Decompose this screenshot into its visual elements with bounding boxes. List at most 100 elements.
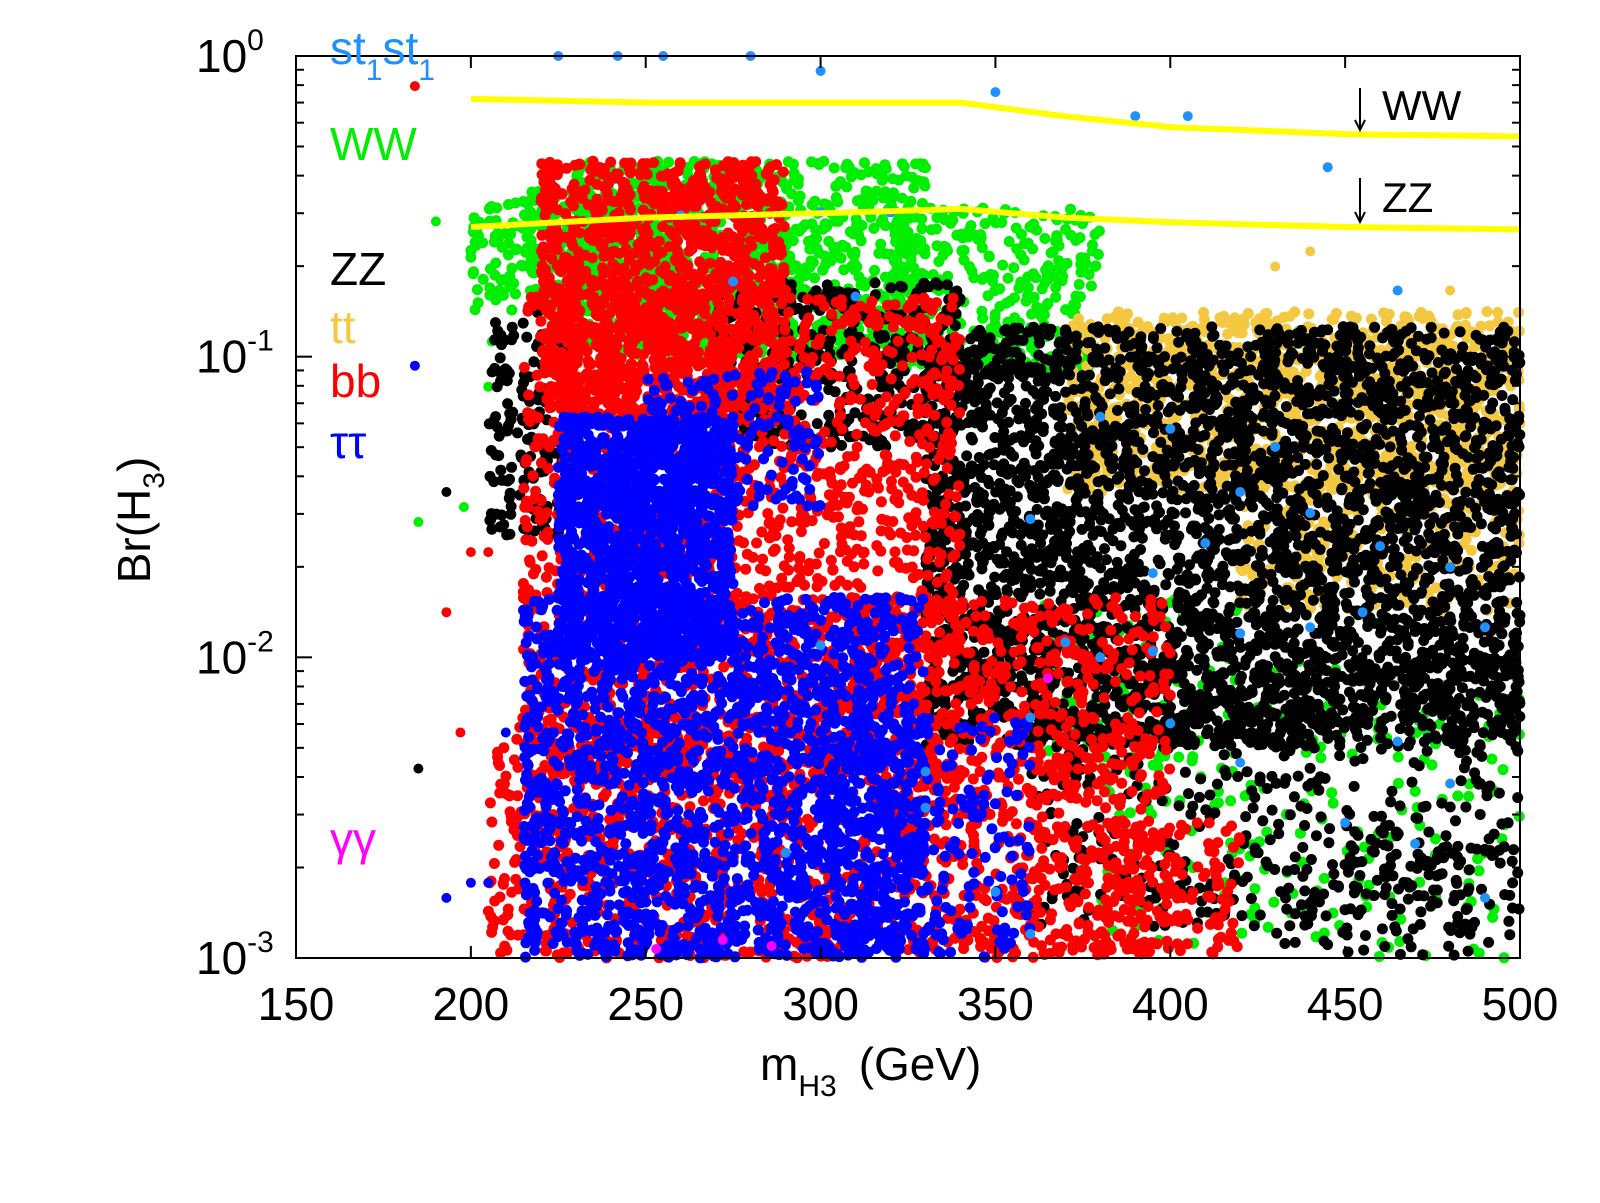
data-point bbox=[880, 220, 891, 232]
data-point bbox=[1124, 807, 1136, 819]
data-point bbox=[1060, 224, 1072, 235]
data-point bbox=[458, 502, 469, 512]
data-point bbox=[837, 239, 848, 251]
data-point bbox=[855, 235, 867, 247]
data-point bbox=[823, 409, 835, 421]
data-point bbox=[806, 156, 817, 168]
data-point bbox=[501, 529, 513, 541]
data-point bbox=[495, 329, 507, 341]
data-point bbox=[484, 470, 496, 482]
data-point bbox=[958, 254, 970, 266]
data-point bbox=[896, 158, 908, 170]
data-point bbox=[1015, 228, 1027, 240]
data-point bbox=[1142, 321, 1154, 332]
data-point bbox=[512, 427, 523, 439]
data-point bbox=[1249, 883, 1261, 895]
data-point bbox=[817, 264, 829, 276]
data-point bbox=[1050, 282, 1062, 294]
data-point bbox=[811, 418, 823, 430]
data-point bbox=[468, 212, 480, 224]
data-point bbox=[908, 262, 920, 274]
data-point bbox=[962, 231, 974, 243]
data-point bbox=[1289, 306, 1301, 318]
data-point bbox=[506, 321, 518, 333]
data-point bbox=[467, 268, 479, 280]
data-point bbox=[862, 186, 874, 198]
data-point bbox=[1303, 308, 1315, 320]
data-point bbox=[869, 264, 880, 276]
data-point bbox=[885, 282, 897, 294]
data-point bbox=[1426, 759, 1438, 771]
data-point bbox=[465, 245, 477, 256]
data-point bbox=[1176, 614, 1188, 626]
data-point bbox=[1077, 256, 1089, 268]
data-point bbox=[893, 174, 905, 186]
data-point bbox=[1237, 565, 1249, 577]
data-point bbox=[1311, 458, 1323, 470]
data-point bbox=[1392, 751, 1404, 763]
data-point bbox=[919, 180, 931, 192]
data-point bbox=[504, 270, 516, 282]
data-point bbox=[1008, 262, 1020, 274]
data-point bbox=[989, 312, 1001, 324]
data-point bbox=[493, 450, 505, 462]
data-point bbox=[919, 162, 931, 174]
data-point bbox=[897, 345, 908, 357]
data-point bbox=[507, 406, 519, 418]
data-point bbox=[828, 162, 840, 174]
data-point bbox=[1402, 640, 1414, 652]
data-point bbox=[876, 435, 888, 447]
data-point bbox=[845, 171, 857, 183]
points-layer bbox=[409, 51, 1526, 964]
data-point bbox=[931, 223, 942, 235]
data-point bbox=[1238, 319, 1250, 331]
data-point bbox=[477, 273, 489, 285]
data-point bbox=[1074, 232, 1086, 244]
data-point bbox=[505, 500, 517, 512]
data-point bbox=[1163, 334, 1175, 346]
data-point bbox=[1101, 313, 1113, 325]
data-point bbox=[941, 279, 953, 291]
data-point bbox=[817, 223, 829, 235]
data-point bbox=[794, 190, 806, 202]
data-point bbox=[1027, 243, 1039, 255]
data-point bbox=[917, 198, 928, 209]
data-point bbox=[506, 304, 518, 316]
data-point bbox=[916, 223, 928, 235]
data-point bbox=[1065, 203, 1076, 215]
data-point bbox=[503, 238, 515, 249]
data-point bbox=[825, 255, 837, 267]
data-point bbox=[501, 375, 513, 387]
data-point bbox=[1039, 233, 1051, 244]
data-point bbox=[846, 325, 858, 337]
data-point bbox=[1497, 764, 1509, 776]
data-point bbox=[918, 277, 930, 289]
data-point bbox=[1042, 260, 1054, 272]
data-point bbox=[863, 166, 875, 178]
data-point bbox=[956, 245, 968, 257]
data-point bbox=[910, 158, 922, 170]
data-point bbox=[517, 260, 529, 272]
data-point bbox=[494, 352, 506, 364]
data-point bbox=[1028, 292, 1040, 304]
data-point bbox=[1028, 218, 1040, 230]
data-point bbox=[1022, 282, 1034, 293]
data-point bbox=[879, 186, 891, 198]
data-point bbox=[517, 317, 529, 329]
data-point bbox=[1092, 249, 1104, 260]
data-point bbox=[1093, 225, 1105, 237]
data-point bbox=[1225, 795, 1237, 807]
data-point bbox=[1369, 321, 1381, 333]
data-point bbox=[502, 199, 514, 210]
data-point bbox=[823, 235, 835, 247]
data-point bbox=[849, 246, 861, 258]
data-point bbox=[787, 235, 799, 247]
data-point bbox=[1036, 283, 1048, 295]
data-point bbox=[905, 253, 917, 265]
data-point bbox=[1513, 307, 1524, 318]
data-point bbox=[976, 305, 988, 317]
data-point bbox=[469, 236, 481, 248]
data-point bbox=[1218, 310, 1230, 322]
data-point bbox=[859, 280, 871, 292]
